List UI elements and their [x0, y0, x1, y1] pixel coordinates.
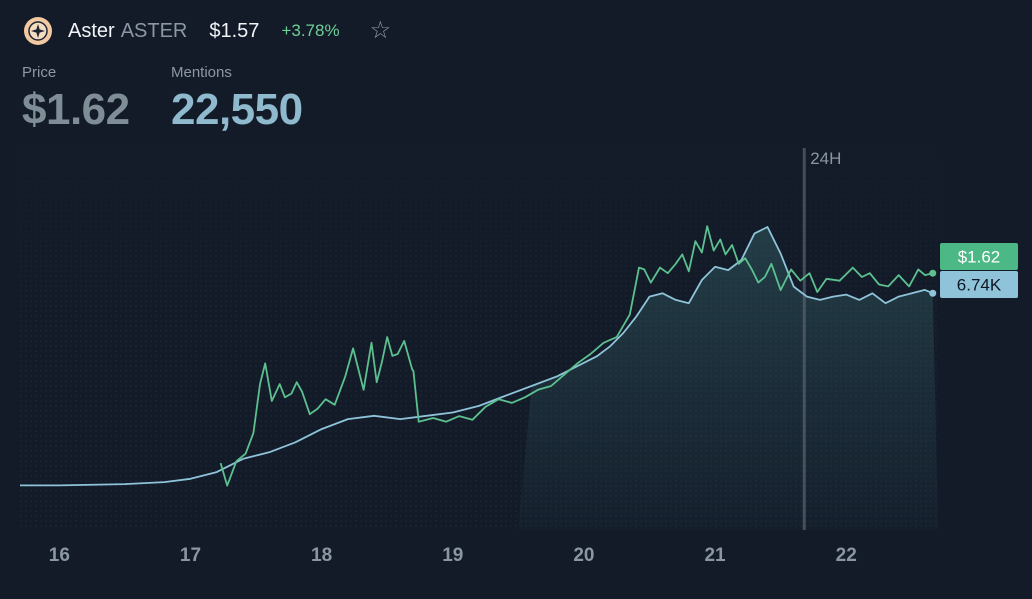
asset-header: Aster ASTER $1.57 +3.78% ☆ [24, 14, 391, 48]
marker-label-24h: 24H [810, 149, 841, 168]
price-change: +3.78% [281, 21, 340, 40]
price-end-badge-text: $1.62 [958, 248, 1001, 267]
mentions-end-dot [929, 289, 937, 297]
asset-symbol: ASTER [120, 19, 188, 42]
price-label: Price [22, 64, 57, 81]
x-tick-label: 16 [49, 545, 70, 566]
price-line [219, 225, 934, 487]
mentions-end-badge-bg [940, 271, 1018, 298]
x-tick-label: 19 [442, 545, 463, 566]
x-axis: 16 17 18 19 20 21 22 [49, 545, 857, 566]
price-value: $1.62 [22, 85, 130, 134]
price-end-badge-bg [940, 243, 1018, 270]
line-layer [20, 225, 937, 487]
price-stat: Price $1.62 [22, 64, 130, 135]
x-tick-label: 17 [180, 545, 201, 566]
x-tick-label: 21 [704, 545, 726, 566]
x-tick-label: 20 [573, 545, 594, 566]
mentions-end-badge-text: 6.74K [957, 276, 1002, 295]
mentions-area [518, 227, 938, 530]
star-icon[interactable]: ☆ [369, 17, 392, 44]
mentions-label: Mentions [171, 64, 232, 81]
mentions-stat: Mentions 22,550 [171, 64, 303, 135]
x-tick-label: 18 [311, 545, 332, 566]
mentions-value: 22,550 [171, 85, 303, 134]
area-layer [518, 227, 938, 530]
marker-layer: 24H [802, 148, 841, 530]
mentions-line [20, 226, 934, 487]
end-badges: $1.62 6.74K [940, 243, 1018, 298]
aster-logo-icon [24, 17, 52, 45]
current-price: $1.57 [209, 19, 260, 42]
x-tick-label: 22 [836, 545, 857, 566]
price-end-dot [929, 269, 937, 277]
asset-name: Aster [68, 19, 115, 42]
